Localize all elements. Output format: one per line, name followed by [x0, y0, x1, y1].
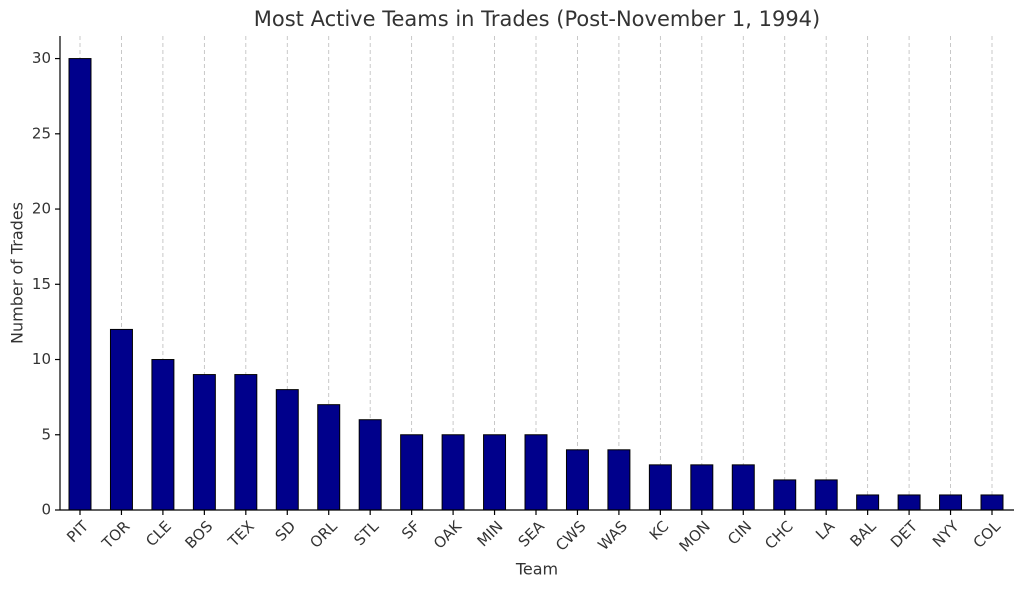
bar	[897, 494, 921, 511]
y-tick-label: 15	[32, 275, 51, 293]
bar	[773, 479, 797, 511]
y-tick-label: 30	[32, 49, 51, 67]
x-tick-label: OAK	[430, 516, 466, 552]
x-tick-label: WAS	[594, 517, 631, 554]
x-tick-label: SF	[398, 517, 424, 543]
bar	[483, 434, 507, 511]
bar	[731, 464, 755, 511]
x-tick-label: CHC	[761, 517, 797, 553]
x-tick-label: LA	[812, 517, 839, 544]
y-tick-label: 20	[32, 200, 51, 218]
x-tick-label: TEX	[224, 517, 258, 551]
x-tick-label: PIT	[63, 517, 92, 546]
bar	[234, 374, 258, 511]
bar	[68, 58, 92, 511]
bar	[317, 404, 341, 511]
y-tick-label: 0	[41, 501, 51, 519]
x-tick-label: CLE	[142, 517, 175, 550]
bar	[441, 434, 465, 511]
bar	[109, 328, 133, 511]
bar	[814, 479, 838, 511]
x-tick-label: TOR	[98, 517, 134, 553]
x-tick-label: SEA	[515, 517, 549, 551]
bar	[151, 359, 175, 511]
x-tick-label: ORL	[306, 517, 341, 552]
bar	[192, 374, 216, 511]
chart-title: Most Active Teams in Trades (Post-Novemb…	[254, 7, 820, 31]
bar	[275, 389, 299, 511]
x-tick-label: CIN	[724, 517, 755, 548]
bar	[648, 464, 672, 511]
bar	[607, 449, 631, 511]
bar	[690, 464, 714, 511]
x-tick-label: NYY	[929, 517, 963, 551]
x-tick-label: KC	[646, 517, 673, 544]
y-tick-label: 25	[32, 124, 51, 142]
x-tick-label: COL	[970, 517, 1005, 552]
x-axis-label: Team	[515, 560, 558, 579]
x-tick-label: BAL	[846, 517, 880, 551]
bar	[856, 494, 880, 511]
y-axis-label: Number of Trades	[8, 202, 27, 344]
bar	[358, 419, 382, 511]
x-tick-label: MIN	[474, 517, 507, 550]
bar	[400, 434, 424, 511]
x-tick-label: CWS	[552, 517, 589, 554]
bar	[980, 494, 1004, 511]
bar	[524, 434, 548, 511]
y-tick-label: 5	[41, 425, 51, 443]
x-tick-label: BOS	[181, 517, 216, 552]
x-tick-label: SD	[272, 517, 300, 545]
bar	[939, 494, 963, 511]
x-tick-label: DET	[887, 517, 922, 552]
bar	[565, 449, 589, 511]
y-tick-label: 10	[32, 350, 51, 368]
x-tick-label: STL	[350, 517, 382, 549]
x-tick-label: MON	[676, 517, 714, 555]
